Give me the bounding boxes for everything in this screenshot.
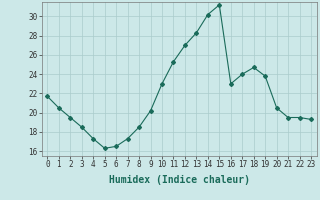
X-axis label: Humidex (Indice chaleur): Humidex (Indice chaleur)	[109, 175, 250, 185]
